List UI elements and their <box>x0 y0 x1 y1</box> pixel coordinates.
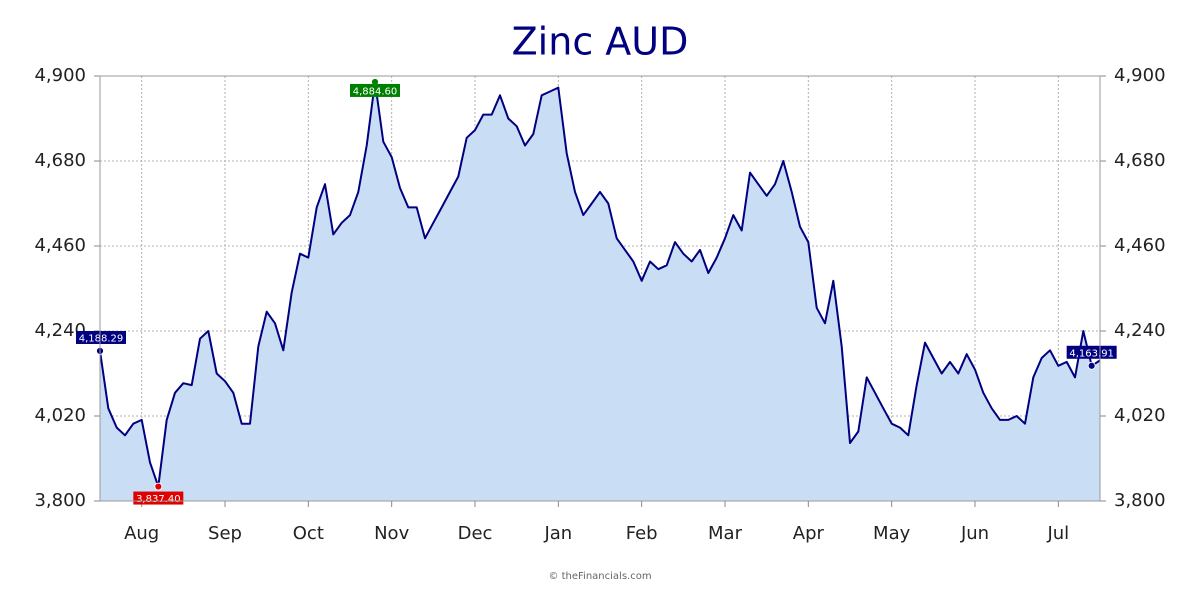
y-tick-label: 4,680 <box>34 150 86 171</box>
plot-frame <box>99 75 1101 502</box>
x-tick-label: Feb <box>626 523 658 544</box>
y-tick-label: 4,240 <box>34 320 86 341</box>
value-label-box <box>350 83 400 97</box>
x-tick-label: Jan <box>543 523 572 544</box>
value-label-box <box>76 330 126 344</box>
area <box>100 81 1100 502</box>
x-tick-label: Apr <box>793 523 825 544</box>
point-marker <box>1087 361 1096 370</box>
y-tick-label: 3,800 <box>34 490 86 511</box>
x-tick-label: May <box>873 523 911 544</box>
x-tick-label: Mar <box>708 523 743 544</box>
point-marker <box>154 482 163 491</box>
x-tick-label: Nov <box>374 523 409 544</box>
y-tick-label: 4,900 <box>34 65 86 86</box>
y-tick-label: 4,460 <box>34 235 86 256</box>
y2-tick-label: 3,800 <box>1114 490 1166 511</box>
x-tick-label: Jun <box>960 523 989 544</box>
y2-tick-label: 4,680 <box>1114 150 1166 171</box>
value-label-box <box>1066 345 1117 359</box>
y2-tick-label: 4,240 <box>1114 320 1166 341</box>
y-tick-label: 4,020 <box>34 405 86 426</box>
x-tick-label: Dec <box>458 523 493 544</box>
chart-title: Zinc AUD <box>512 20 689 64</box>
x-tick-label: Aug <box>124 523 159 544</box>
value-label: 4,188.29 <box>79 333 124 344</box>
x-tick-label: Oct <box>293 523 324 544</box>
y2-tick-label: 4,460 <box>1114 235 1166 256</box>
line <box>99 80 1101 488</box>
credit: © theFinancials.com <box>548 571 651 582</box>
value-label: 3,837.40 <box>136 494 181 505</box>
y2-tick-label: 4,900 <box>1114 65 1166 86</box>
value-label: 4,884.60 <box>353 86 398 97</box>
y2-tick-label: 4,020 <box>1114 405 1166 426</box>
value-label: 4,163.91 <box>1069 348 1114 359</box>
x-tick-label: Sep <box>208 523 242 544</box>
x-tick-label: Jul <box>1046 523 1069 544</box>
